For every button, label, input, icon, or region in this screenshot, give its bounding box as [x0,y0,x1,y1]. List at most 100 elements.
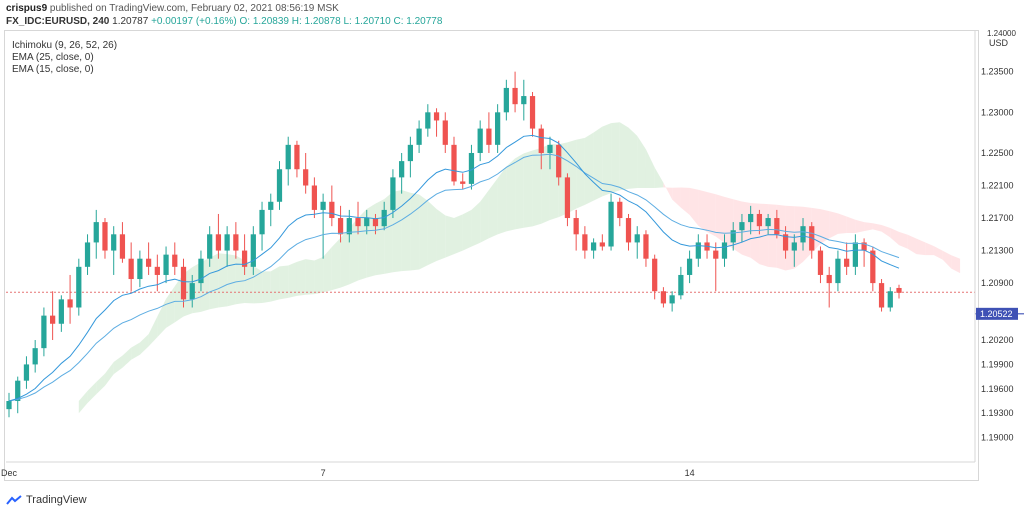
ichimoku-cloud-segment [349,218,359,285]
legend-ema15: EMA (15, close, 0) [12,64,94,75]
candle-body [765,218,771,227]
ema15-line [8,134,900,402]
candle-body [503,87,509,113]
candle-body [547,144,553,153]
support-price-tag [976,307,1018,320]
ichimoku-cloud-segment [96,373,105,395]
candle-body [529,96,536,129]
candle-body [433,112,440,121]
candle-body [207,234,213,259]
ichimoku-cloud-segment [899,231,908,249]
ichimoku-cloud-segment [611,122,620,194]
price-tick-label: 1.21700 [981,213,1014,223]
candle-body [15,380,21,402]
candle-body [67,299,73,308]
ichimoku-cloud-segment [707,191,716,237]
candle-body [259,209,265,235]
candle-body [774,218,780,235]
candle-body [617,201,623,219]
ichimoku-cloud-segment [881,224,891,238]
candle-body [713,250,719,259]
candle-body [826,274,832,284]
candle-body [154,266,160,275]
ichimoku-cloud-segment [523,150,533,228]
candle-body [285,144,291,170]
candle-body [800,226,806,243]
ichimoku-cloud-segment [829,211,838,239]
candle-body [852,242,858,267]
ichimoku-cloud-segment [218,253,228,308]
ichimoku-cloud-segment [942,250,952,269]
ichimoku-cloud-segment [576,137,585,209]
ichimoku-cloud-segment [532,147,542,227]
candle-body [180,266,187,300]
candle-body [32,348,38,365]
ichimoku-cloud-segment [270,266,280,302]
ichimoku-cloud-segment [139,334,149,355]
symbol-line: FX_IDC:EURUSD, 240 1.20787 +0.00197 (+0.… [6,16,442,27]
candle-body [41,315,47,349]
candle-body [878,283,885,308]
brand-name: TradingView [26,494,87,506]
ichimoku-cloud-segment [454,214,463,255]
ichimoku-cloud-segment [157,298,167,338]
candle-body [582,234,588,251]
indicator-legend: Ichimoku (9, 26, 52, 26) EMA (25, close,… [12,40,117,76]
candle-body [268,201,274,210]
ichimoku-cloud-segment [436,209,446,262]
ichimoku-cloud-segment [951,255,961,274]
candle-body [721,242,728,259]
candle-body [538,128,544,153]
candle-body [652,258,658,292]
price-tick-label: 1.22100 [981,181,1014,191]
candle-body [460,181,466,184]
ichimoku-cloud-segment [340,227,350,288]
candle-body [50,315,56,324]
ichimoku-cloud-segment [104,361,114,386]
ichimoku-cloud-segment [925,242,934,256]
publish-info: crispus9 published on TradingView.com, F… [6,3,339,14]
candle-body [730,230,736,243]
ichimoku-cloud-segment [427,200,437,266]
ichimoku-cloud-segment [698,189,708,233]
legend-ichimoku: Ichimoku (9, 26, 52, 26) [12,40,118,51]
candle-body [590,242,597,251]
price-tick-label: 1.19000 [981,433,1014,443]
ichimoku-cloud-segment [820,209,830,244]
candle-body [145,258,152,267]
ichimoku-cloud-segment [584,132,594,205]
candle-body [486,128,492,145]
time-tick-label: 14 [685,468,695,478]
candle-body [111,234,117,251]
candle-body [416,128,422,145]
ichimoku-cloud-segment [262,271,271,304]
candle-body [521,96,527,105]
ichimoku-cloud-segment [864,222,873,232]
candle-body [250,234,256,267]
price-tick-label: 1.23500 [981,67,1014,77]
ichimoku-cloud-segment [410,192,420,271]
candle-body [896,287,902,293]
ohlc-values: O: 1.20839 H: 1.20878 L: 1.20710 C: 1.20… [239,16,443,27]
candle-body [320,201,326,210]
candle-body [608,201,614,247]
time-tick-label: Dec [1,468,18,478]
ichimoku-cloud-segment [488,178,498,239]
candle-body [93,222,99,243]
candle-body [102,222,108,251]
candle-body [756,213,763,227]
price-tick-label: 1.22500 [981,148,1014,158]
candle-body [512,87,518,105]
candle-body [346,218,352,235]
candle-body [311,185,318,210]
candle-body [6,401,12,410]
candle-body [372,218,379,227]
ichimoku-cloud-segment [872,223,882,232]
candle-body [782,234,789,251]
ichimoku-cloud-segment [785,205,795,271]
candle-body [84,242,91,267]
footer-brand[interactable]: TradingView [6,494,87,506]
candle-body [224,234,230,251]
candle-body [329,201,335,219]
